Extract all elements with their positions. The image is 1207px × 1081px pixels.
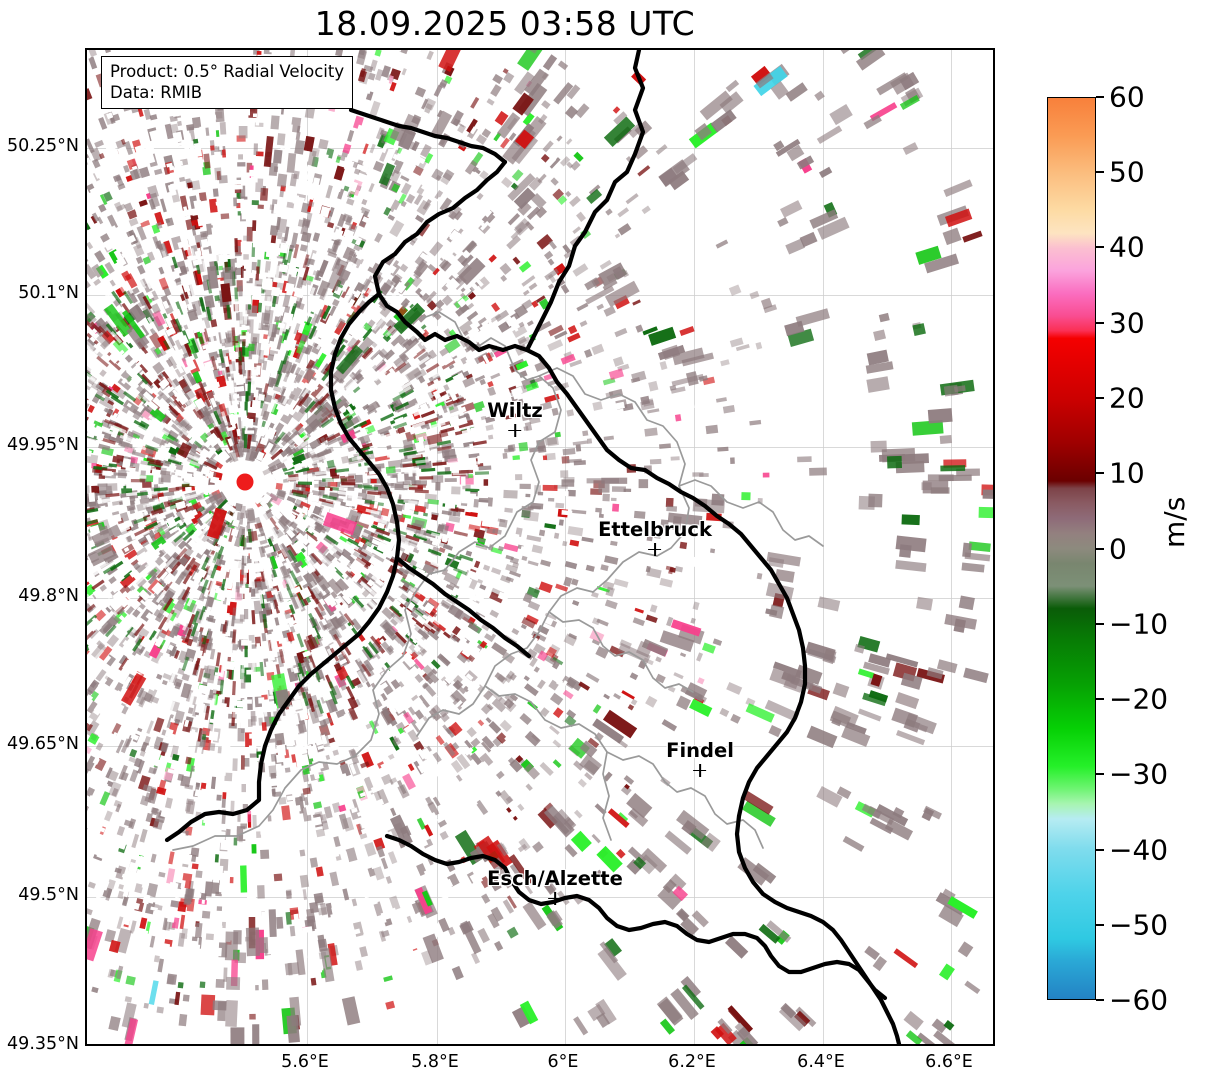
colorbar-gradient [1047, 97, 1096, 1000]
longitude-tick-label: 5.6°E [281, 1052, 329, 1072]
colorbar-tick-label: −60 [1109, 983, 1169, 1017]
latitude-tick-label: 49.8°N [18, 586, 79, 606]
colorbar-tick-label: −40 [1109, 833, 1169, 866]
colorbar-tick-label: −30 [1109, 757, 1169, 791]
colorbar[interactable]: 60 50 40 30 20 10 0 −10 −20 −30 −40 −50 −60 [1047, 81, 1168, 1017]
radar-echo-layer [87, 50, 993, 1044]
colorbar-tick-label: 20 [1109, 381, 1145, 415]
gridline-vertical [823, 50, 824, 1044]
geography-outlines [164, 50, 902, 1044]
colorbar-tick-mark [1096, 848, 1104, 851]
product-line: Product: 0.5° Radial Velocity [110, 62, 345, 81]
gridline-horizontal [87, 746, 993, 747]
data-source-line: Data: RMIB [110, 83, 203, 103]
colorbar-tick-label: −10 [1109, 607, 1169, 641]
gridline-vertical [694, 50, 695, 1044]
colorbar-tick-mark [1096, 171, 1104, 174]
colorbar-tick-label: 60 [1109, 80, 1145, 114]
longitude-tick-label: 6.6°E [925, 1052, 973, 1072]
product-info-box: Product: 0.5° Radial Velocity Data: RMIB [101, 56, 354, 110]
colorbar-tick-mark [1096, 472, 1104, 475]
latitude-tick-label: 49.65°N [7, 734, 79, 754]
gridline-vertical [437, 50, 438, 1044]
colorbar-tick-mark [1096, 622, 1104, 625]
admin-boundaries [172, 311, 824, 851]
gridline-vertical [951, 50, 952, 1044]
longitude-tick-label: 5.8°E [411, 1052, 459, 1072]
gridline-horizontal [87, 295, 993, 296]
colorbar-tick-mark [1096, 547, 1104, 550]
colorbar-tick-label: 30 [1109, 306, 1145, 340]
colorbar-tick-label: −50 [1109, 908, 1169, 942]
latitude-tick-label: 50.25°N [7, 136, 79, 156]
gridline-vertical [307, 50, 308, 1044]
map-plot-area[interactable]: Wiltz Ettelbruck Findel Esch/Alzette Produc… [85, 48, 995, 1046]
gridline-vertical [565, 50, 566, 1044]
longitude-tick-label: 6.2°E [668, 1052, 716, 1072]
latitude-tick-label: 49.35°N [7, 1034, 79, 1054]
latitude-tick-label: 49.5°N [18, 885, 79, 905]
colorbar-tick-mark [1096, 321, 1104, 324]
radar-site-marker[interactable] [236, 473, 254, 491]
colorbar-tick-mark [1096, 773, 1104, 776]
colorbar-tick-label: 40 [1109, 230, 1145, 264]
colorbar-tick-label: 50 [1109, 155, 1145, 189]
colorbar-tick-label: −20 [1109, 682, 1169, 716]
gridline-horizontal [87, 148, 993, 149]
colorbar-tick-mark [1096, 396, 1104, 399]
longitude-tick-label: 6°E [547, 1052, 579, 1072]
colorbar-tick-mark [1096, 96, 1104, 98]
colorbar-tick-label: 10 [1109, 456, 1145, 490]
colorbar-tick-mark [1096, 697, 1104, 700]
colorbar-tick-mark [1096, 999, 1104, 1001]
latitude-tick-label: 49.95°N [7, 435, 79, 455]
radar-echo-cells [87, 50, 993, 1044]
colorbar-tick-mark [1096, 246, 1104, 249]
colorbar-tick-mark [1096, 923, 1104, 926]
gridline-horizontal [87, 598, 993, 599]
colorbar-unit-label: m/s [1158, 496, 1191, 548]
colorbar-tick-label: 0 [1109, 532, 1127, 565]
country-borders [164, 50, 902, 1044]
gridline-horizontal [87, 897, 993, 898]
longitude-tick-label: 6.4°E [797, 1052, 845, 1072]
latitude-tick-label: 50.1°N [18, 283, 79, 303]
page-title: 18.09.2025 03:58 UTC [314, 4, 696, 43]
